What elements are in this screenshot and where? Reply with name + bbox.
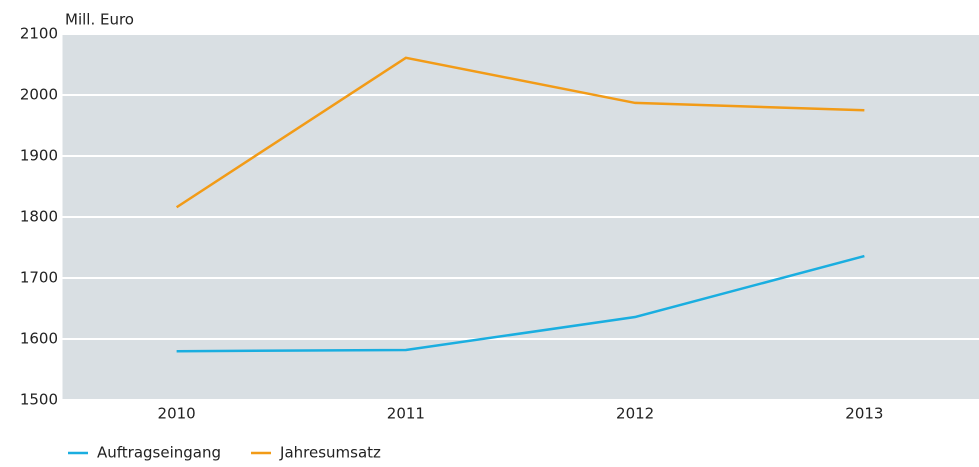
y-tick-label: 1500 (20, 391, 58, 409)
y-axis-label: Mill. Euro (65, 11, 134, 29)
y-tick-label: 1900 (20, 147, 58, 165)
series-line (176, 254, 865, 353)
x-tick-label: 2010 (158, 405, 196, 423)
y-tick-label: 1600 (20, 330, 58, 348)
series-line (175, 56, 865, 209)
y-tick-label: 1800 (20, 208, 58, 226)
x-tick-label: 2012 (616, 405, 654, 423)
y-tick-label: 2000 (20, 86, 58, 104)
y-tick-label: 1700 (20, 269, 58, 287)
x-tick-label: 2013 (845, 405, 883, 423)
legend-label: Auftragseingang (97, 444, 221, 462)
x-tick-label: 2011 (387, 405, 425, 423)
y-tick-label: 2100 (20, 25, 58, 43)
legend-label: Jahresumsatz (279, 444, 381, 462)
